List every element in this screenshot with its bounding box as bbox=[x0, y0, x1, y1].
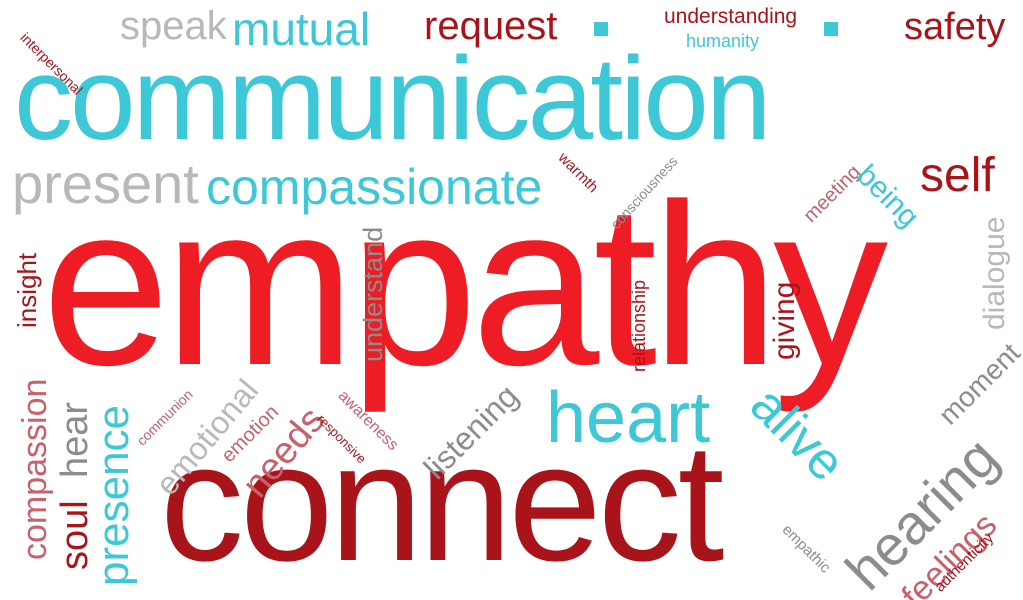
word-heart: heart bbox=[546, 378, 711, 458]
word-understand: understand bbox=[358, 226, 388, 362]
word-compassion: compassion bbox=[16, 378, 54, 560]
word-safety: safety bbox=[904, 6, 1006, 48]
word-giving: giving bbox=[768, 281, 801, 360]
word-speak: speak bbox=[120, 4, 227, 48]
word-communication: communication bbox=[14, 33, 772, 165]
word-moment: moment bbox=[932, 337, 1023, 431]
word-insight: insight bbox=[12, 252, 42, 328]
word-empathic: empathic bbox=[778, 521, 834, 577]
word-empathy: empathy bbox=[42, 156, 888, 413]
word-understanding: understanding bbox=[664, 5, 798, 28]
word-humanity: humanity bbox=[686, 31, 760, 51]
dot-mark bbox=[824, 22, 838, 36]
word-mutual: mutual bbox=[232, 3, 371, 55]
dot-mark bbox=[594, 22, 608, 36]
word-compassionate: compassionate bbox=[206, 159, 543, 215]
word-present: present bbox=[12, 152, 199, 215]
word-self: self bbox=[920, 149, 995, 202]
word-presence: presence bbox=[89, 404, 138, 586]
word-dialogue: dialogue bbox=[978, 216, 1011, 330]
word-relationship: relationship bbox=[629, 279, 649, 372]
word-request: request bbox=[424, 4, 558, 48]
word-connect: connect bbox=[160, 408, 724, 596]
